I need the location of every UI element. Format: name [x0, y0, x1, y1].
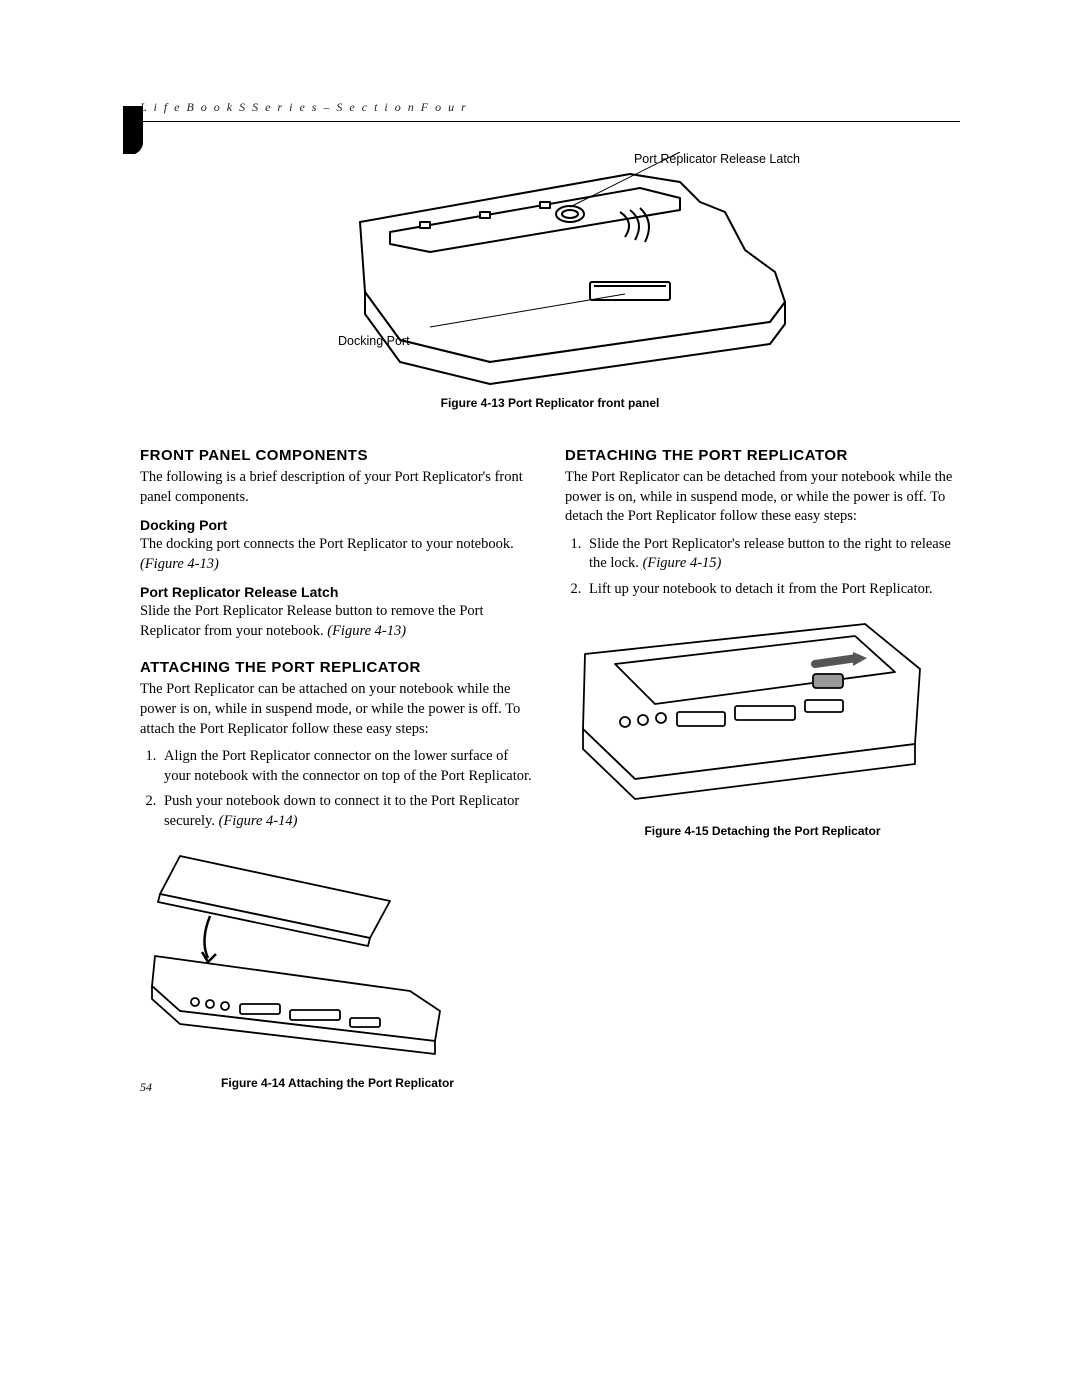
page-header-breadcrumb: L i f e B o o k S S e r i e s – S e c t …: [140, 100, 960, 115]
figure-4-15: Figure 4-15 Detaching the Port Replicato…: [565, 614, 960, 838]
figref-4-13a: (Figure 4-13): [140, 556, 219, 572]
text-release-latch: Slide the Port Replicator Release button…: [140, 602, 535, 641]
figref-4-13b: (Figure 4-13): [327, 623, 406, 639]
right-column: DETACHING THE PORT REPLICATOR The Port R…: [565, 447, 960, 1105]
page-number: 54: [140, 1080, 152, 1095]
figref-4-15: (Figure 4-15): [643, 555, 722, 571]
port-replicator-front-illustration: [280, 152, 820, 392]
text-docking-body: The docking port connects the Port Repli…: [140, 536, 514, 552]
text-docking-port: The docking port connects the Port Repli…: [140, 535, 535, 574]
heading-detaching: DETACHING THE PORT REPLICATOR: [565, 447, 960, 464]
text-detaching-intro: The Port Replicator can be detached from…: [565, 468, 960, 527]
text-latch-body: Slide the Port Replicator Release button…: [140, 603, 484, 639]
figure-4-14: Figure 4-14 Attaching the Port Replicato…: [140, 846, 535, 1090]
detach-step-1: Slide the Port Replicator's release butt…: [585, 535, 960, 574]
figure-4-15-caption: Figure 4-15 Detaching the Port Replicato…: [565, 824, 960, 838]
attach-step-2-body: Push your notebook down to connect it to…: [164, 793, 519, 829]
heading-front-panel: FRONT PANEL COMPONENTS: [140, 447, 535, 464]
heading-attaching: ATTACHING THE PORT REPLICATOR: [140, 659, 535, 676]
list-detach-steps: Slide the Port Replicator's release butt…: [585, 535, 960, 600]
text-attaching-intro: The Port Replicator can be attached on y…: [140, 680, 535, 739]
text-front-panel-intro: The following is a brief description of …: [140, 468, 535, 507]
header-rule: [140, 121, 960, 122]
heading-release-latch: Port Replicator Release Latch: [140, 584, 535, 600]
section-tab-icon: [123, 106, 143, 154]
detach-step-2: Lift up your notebook to detach it from …: [585, 580, 960, 600]
label-docking-port: Docking Port: [338, 334, 410, 348]
left-column: FRONT PANEL COMPONENTS The following is …: [140, 447, 535, 1105]
detaching-illustration: [565, 614, 935, 814]
label-release-latch: Port Replicator Release Latch: [634, 152, 800, 166]
attach-step-1: Align the Port Replicator connector on t…: [160, 747, 535, 786]
attaching-illustration: [140, 846, 450, 1066]
figref-4-14: (Figure 4-14): [219, 813, 298, 829]
attach-step-2: Push your notebook down to connect it to…: [160, 792, 535, 831]
figure-4-13-caption: Figure 4-13 Port Replicator front panel: [140, 396, 960, 410]
list-attach-steps: Align the Port Replicator connector on t…: [160, 747, 535, 831]
figure-4-13: Port Replicator Release Latch Docking Po…: [140, 152, 960, 427]
figure-4-14-caption: Figure 4-14 Attaching the Port Replicato…: [140, 1076, 535, 1090]
heading-docking-port: Docking Port: [140, 517, 535, 533]
